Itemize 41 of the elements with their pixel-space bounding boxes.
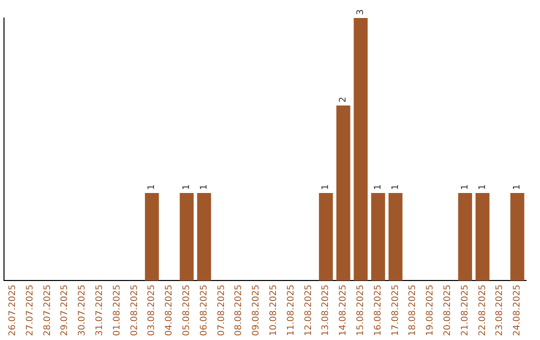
data-label: 3 [356, 9, 366, 15]
x-tick-label: 23.08.2025 [495, 284, 506, 336]
x-tick-label: 06.08.2025 [199, 284, 210, 336]
data-label: 1 [182, 184, 192, 190]
x-tick-label: 03.08.2025 [147, 284, 158, 336]
x-tick-label: 08.08.2025 [234, 284, 244, 336]
x-tick-label: 30.07.2025 [78, 284, 88, 336]
x-tick-label: 10.08.2025 [269, 284, 280, 336]
data-label: 2 [338, 96, 349, 102]
x-tick-label: 07.08.2025 [216, 284, 227, 336]
x-tick-label: 02.08.2025 [130, 284, 140, 336]
data-label: 1 [147, 184, 158, 190]
x-tick-label: 04.08.2025 [164, 284, 175, 336]
x-tick-label: 13.08.2025 [321, 284, 332, 336]
x-tick-label: 18.08.2025 [408, 284, 418, 336]
x-tick-label: 24.08.2025 [512, 284, 523, 336]
data-label: 1 [478, 184, 488, 190]
x-tick-label: 14.08.2025 [338, 284, 349, 336]
data-label: 1 [373, 184, 384, 190]
data-label: 1 [512, 184, 523, 190]
x-tick-label: 28.07.2025 [42, 284, 53, 336]
data-label: 1 [321, 184, 332, 190]
x-tick-label: 09.08.2025 [252, 284, 262, 336]
data-label: 1 [390, 184, 401, 190]
x-tick-label: 01.08.2025 [112, 284, 122, 336]
data-label: 1 [199, 184, 210, 190]
x-tick-label: 11.08.2025 [286, 284, 296, 336]
x-tick-label: 31.07.2025 [95, 284, 106, 336]
data-label: 1 [460, 184, 470, 190]
x-tick-label: 27.07.2025 [25, 284, 36, 336]
x-tick-label: 16.08.2025 [373, 284, 384, 336]
x-tick-label: 15.08.2025 [356, 284, 366, 336]
x-tick-label: 26.07.2025 [8, 284, 18, 336]
x-tick-label: 29.07.2025 [60, 284, 70, 336]
x-tick-label: 12.08.2025 [304, 284, 314, 336]
x-tick-label: 21.08.2025 [460, 284, 470, 336]
x-tick-label: 05.08.2025 [182, 284, 192, 336]
x-tick-label: 19.08.2025 [426, 284, 436, 336]
x-tick-label: 22.08.2025 [478, 284, 488, 336]
x-tick-label: 20.08.2025 [443, 284, 454, 336]
x-tick-label: 17.08.2025 [390, 284, 401, 336]
